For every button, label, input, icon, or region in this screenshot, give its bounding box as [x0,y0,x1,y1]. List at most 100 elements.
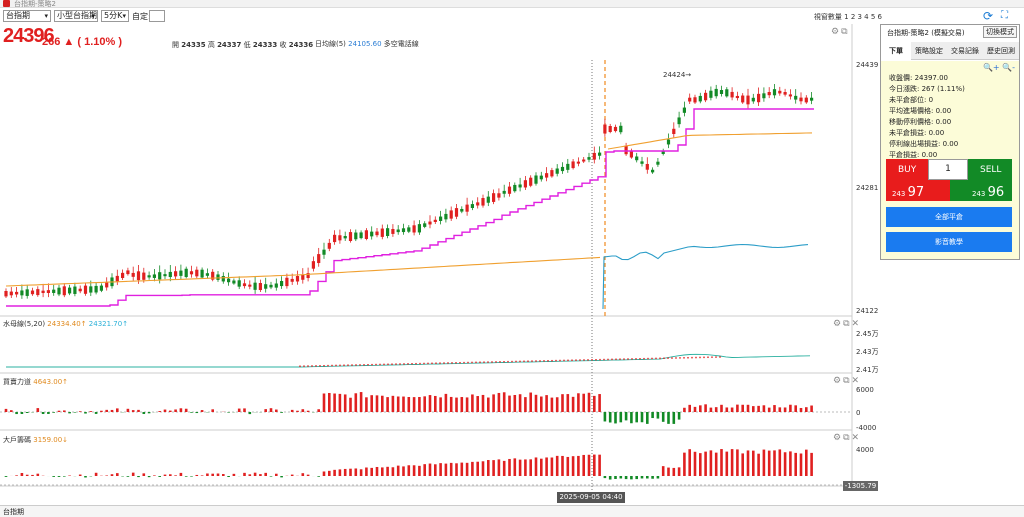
big-pane-tools-icon[interactable]: ⚙⧉✕ [833,433,862,443]
contract-select[interactable]: 小型台指期 ▾ [54,10,98,22]
candle-body [608,126,612,132]
custom-interval-input[interactable] [149,10,165,22]
candle-body [25,289,29,296]
power-bar [497,392,501,412]
big-holder-bar [110,474,114,476]
big-holder-bar [582,454,585,476]
power-bar [275,409,278,412]
big-holder-bar [762,449,766,476]
buy-button[interactable]: BUY 243 97 [886,159,928,201]
fullscreen-icon[interactable]: ⛶ [1001,10,1008,21]
candle-body [311,261,315,269]
big-holder-bar [290,474,294,476]
big-holder-bar [561,455,564,476]
candle-body [677,117,681,125]
big-holder-bar [476,461,479,476]
refresh-icon[interactable]: ⟳ [983,9,994,23]
big-holder-bar [25,474,29,476]
big-holder-bar [752,450,755,476]
power-bar [752,406,755,412]
big-holder-bar [540,458,543,476]
power-bar [47,412,50,414]
candle-body [672,128,676,135]
zoom-icon[interactable]: 🔍+ 🔍- [982,63,1015,72]
candle-body [211,271,215,280]
big-holder-bar [587,454,591,476]
power-bar [805,407,808,412]
chevron-down-icon: ▾ [44,12,48,20]
candle-body [794,95,798,100]
power-bar [449,396,453,412]
power-bar [105,409,108,412]
big-holder-bar [773,450,776,476]
power-bar [688,404,691,412]
power-bar [396,396,400,412]
power-bar [290,409,294,412]
candle-body [396,229,400,233]
main-pane-settings-icon[interactable]: ⚙⧉ [831,27,850,37]
candle-body [343,235,347,239]
big-holder-bar [810,452,813,476]
sell-price-tail: 96 [987,185,1005,200]
big-holder-bar [725,451,729,476]
tab-strategy[interactable]: 策略設定 [915,47,943,55]
candle-body [682,107,686,113]
close-all-button[interactable]: 全部平倉 [886,207,1012,227]
candle-body [751,97,755,102]
power-bar [624,412,628,421]
candle-body [158,272,162,280]
quantity-input[interactable]: 1 [928,159,968,180]
candle-body [168,271,172,278]
y-axis-labels: 24439 24281 24122 2.45万 2.43万 2.41万 6000 0 -4000… [663,61,878,454]
ma-suffix: 多空電話線 [383,40,419,48]
power-bar [799,407,803,412]
display-count-options[interactable]: 1 2 3 4 5 6 [844,13,882,21]
candle-body [152,274,156,278]
candle-body [507,186,512,194]
power-bar [508,395,511,412]
power-pane-tools-icon[interactable]: ⚙⧉✕ [833,376,862,386]
water-y-tick: 2.43万 [856,348,878,356]
tab-order[interactable]: 下單 [881,42,911,60]
big-holder-bar [206,473,209,476]
candle-body [709,90,713,98]
big-holder-bar [805,449,808,476]
candle-body [772,89,777,96]
candle-body [757,93,761,103]
big-y-tick: 4000 [856,446,874,454]
candle-body [576,161,580,164]
interval-select[interactable]: 5分K ▾ [101,10,129,22]
power-bar [736,404,739,412]
video-tutorial-button[interactable]: 影音教學 [886,232,1012,252]
moving-average-line-session2 [607,132,813,150]
switch-mode-button[interactable]: 切換模式 [983,26,1017,38]
chevron-down-icon: ▾ [91,12,95,20]
candle-body [704,92,708,101]
chart-canvas[interactable]: 24439 24281 24122 2.45万 2.43万 2.41万 6000 0 -4000… [0,24,878,504]
power-name: 買賣力道 [3,378,31,386]
power-bar [810,405,813,412]
sell-button[interactable]: SELL 243 96 [968,159,1012,201]
big-holder-bar [757,453,760,476]
big-holder-bar [608,476,612,480]
power-bar [524,397,527,412]
big-holder-bar [153,475,156,476]
candle-body [20,290,24,296]
candle-body [4,290,8,297]
candle-body [295,276,300,282]
candle-body [375,231,379,236]
candle-body [36,289,40,296]
product-select[interactable]: 台指期 ▾ [3,10,51,22]
candle-body [285,277,289,287]
water-pane-tools-icon[interactable]: ⚙⧉✕ [833,319,862,329]
power-bar [661,412,665,422]
candle-body [99,285,103,291]
status-tab[interactable]: 台指期 [3,508,24,516]
tab-trade-log[interactable]: 交易記錄 [951,47,979,55]
display-count-selector[interactable]: 視窗數量 1 2 3 4 5 6 [814,12,882,22]
power-bar [582,393,585,412]
tab-backtest[interactable]: 歷史回測 [987,47,1015,55]
power-bar [561,394,564,412]
power-bar [328,392,331,412]
candle-body [62,286,66,296]
